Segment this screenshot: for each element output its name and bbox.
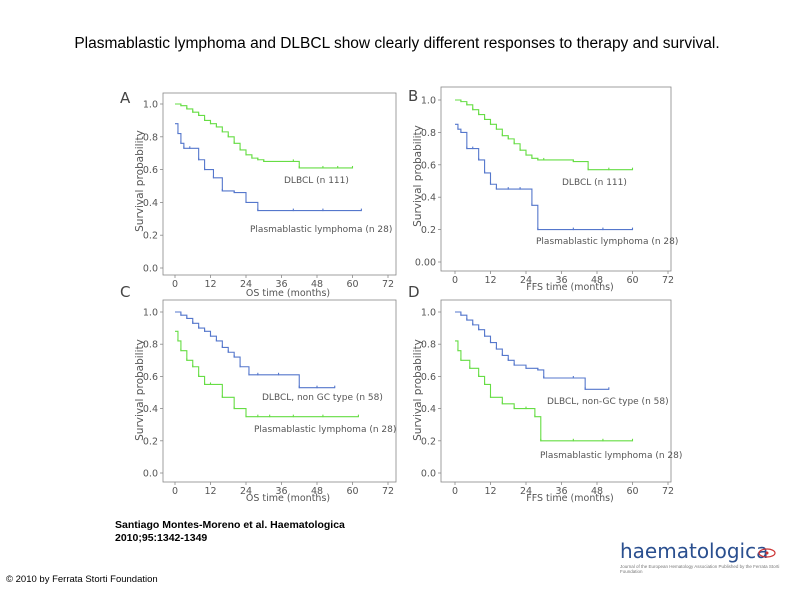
x-tick-label: 36 (555, 275, 567, 286)
x-tick-label: 24 (520, 275, 532, 286)
logo-cell-icon (758, 548, 776, 558)
plot-frame (162, 299, 397, 483)
x-axis-label: FFS time (months) (526, 493, 614, 504)
series-label: DLBCL, non GC type (n 58) (262, 393, 383, 403)
y-axis-label: Survival probability (134, 130, 146, 232)
logo-tagline: Journal of the European Hematology Assoc… (620, 564, 780, 574)
y-tick-label: 0.6 (421, 372, 436, 383)
series-line (175, 103, 353, 169)
series-line (175, 330, 359, 418)
y-tick-label: 0.0 (143, 264, 158, 275)
x-tick-label: 36 (555, 486, 567, 497)
x-tick-label: 36 (275, 486, 287, 497)
x-axis-label: FFS time (months) (526, 282, 614, 293)
series-label: DLBCL (n 111) (284, 176, 349, 186)
x-tick-label: 12 (204, 486, 216, 497)
series-line (175, 123, 362, 212)
y-tick-label: 0.2 (143, 231, 158, 242)
y-tick-label: 0.4 (421, 193, 436, 204)
x-tick-label: 72 (662, 275, 674, 286)
x-tick-label: 48 (311, 279, 323, 290)
x-tick-label: 60 (626, 486, 638, 497)
series-line (455, 123, 633, 231)
logo-wordmark: haematologica (620, 539, 769, 563)
y-tick-label: 1.0 (143, 100, 158, 111)
y-axis-label: Survival probability (412, 125, 424, 227)
y-tick-label: 0.8 (421, 340, 436, 351)
x-tick-label: 60 (346, 279, 358, 290)
x-tick-label: 12 (484, 275, 496, 286)
panel-C: C 0.0 0.2 0.4 0.6 0.8 1.0 0 12 24 36 48 60 72 OS time … (120, 283, 397, 504)
x-tick-label: 48 (311, 486, 323, 497)
panel-A: A 0.0 0.2 0.4 0.6 0.8 1.0 0 12 24 36 48 60 72 OS time … (120, 89, 397, 299)
plot-frame (162, 92, 397, 276)
y-tick-label: 0.2 (421, 225, 436, 236)
citation-line-2: 2010;95:1342-1349 (115, 532, 208, 544)
panel-letter: B (408, 87, 418, 105)
x-tick-label: 0 (172, 486, 178, 497)
x-tick-label: 24 (520, 486, 532, 497)
x-tick-label: 12 (484, 486, 496, 497)
y-tick-label: 0.4 (143, 198, 158, 209)
series-label: Plasmablastic lymphoma (n 28) (540, 451, 682, 461)
citation-line-1: Santiago Montes-Moreno et al. Haematolog… (115, 519, 345, 531)
x-tick-label: 48 (591, 486, 603, 497)
y-tick-label: 1.0 (143, 308, 158, 319)
series-label: Plasmablastic lymphoma (n 28) (536, 237, 678, 247)
plot-frame (440, 86, 672, 272)
panel-letter: A (120, 89, 131, 107)
x-axis-label: OS time (months) (246, 288, 330, 299)
panel-B: B 0.00 0.2 0.4 0.6 0.8 1.0 0 12 24 36 48 60 72 FFS tim… (408, 86, 678, 293)
y-tick-label: 0.6 (143, 372, 158, 383)
panel-letter: C (120, 283, 130, 301)
x-tick-label: 72 (662, 486, 674, 497)
y-tick-label: 0.2 (143, 436, 158, 447)
x-tick-label: 0 (452, 275, 458, 286)
y-tick-label: 0.0 (421, 469, 436, 480)
x-tick-label: 72 (382, 279, 394, 290)
series-line (455, 340, 633, 442)
series-label: Plasmablastic lymphoma (n 28) (254, 425, 396, 435)
x-tick-label: 72 (382, 486, 394, 497)
citation: Santiago Montes-Moreno et al. Haematolog… (115, 519, 345, 545)
y-tick-label: 0.8 (143, 340, 158, 351)
y-tick-label: 1.0 (421, 96, 436, 107)
x-tick-label: 12 (204, 279, 216, 290)
x-tick-label: 0 (172, 279, 178, 290)
x-tick-label: 24 (240, 279, 252, 290)
series-line (455, 311, 609, 390)
series-label: DLBCL, non-GC type (n 58) (547, 397, 669, 407)
x-tick-label: 24 (240, 486, 252, 497)
x-tick-label: 60 (626, 275, 638, 286)
y-tick-label: 0.8 (143, 132, 158, 143)
y-axis-label: Survival probability (134, 339, 146, 441)
panel-D: D 0.0 0.2 0.4 0.6 0.8 1.0 0 12 24 36 48 60 72 FFS time… (408, 283, 682, 504)
y-tick-label: 0.4 (143, 404, 158, 415)
x-tick-label: 0 (452, 486, 458, 497)
slide-title: Plasmablastic lymphoma and DLBCL show cl… (74, 35, 720, 52)
x-tick-label: 36 (275, 279, 287, 290)
copyright-notice: © 2010 by Ferrata Storti Foundation (6, 574, 158, 585)
x-tick-label: 60 (346, 486, 358, 497)
y-axis-label: Survival probability (412, 339, 424, 441)
y-tick-label: 0.6 (143, 165, 158, 176)
series-label: Plasmablastic lymphoma (n 28) (250, 225, 392, 235)
x-axis-label: OS time (months) (246, 493, 330, 504)
y-tick-label: 0.2 (421, 436, 436, 447)
plot-frame (440, 299, 672, 483)
y-tick-label: 0.0 (143, 469, 158, 480)
series-label: DLBCL (n 111) (562, 178, 627, 188)
haematologica-logo: haematologica Journal of the European He… (600, 539, 790, 579)
x-tick-label: 48 (591, 275, 603, 286)
panel-letter: D (408, 283, 420, 301)
y-tick-label: 1.0 (421, 308, 436, 319)
y-tick-label: 0.00 (415, 258, 436, 269)
y-tick-label: 0.8 (421, 128, 436, 139)
y-tick-label: 0.4 (421, 404, 436, 415)
y-tick-label: 0.6 (421, 160, 436, 171)
